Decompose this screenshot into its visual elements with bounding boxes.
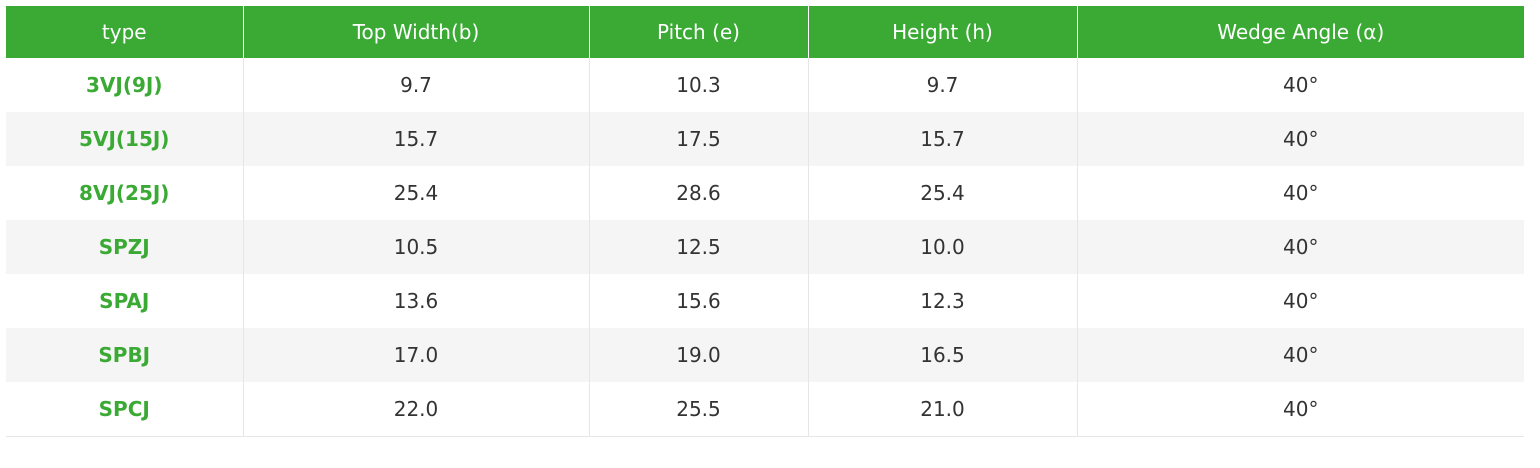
header-cell: Wedge Angle (α) (1077, 6, 1524, 58)
value-cell: 9.7 (808, 58, 1078, 112)
value-cell: 25.5 (589, 382, 809, 437)
type-cell: 8VJ(25J) (6, 166, 244, 220)
header-cell: type (6, 6, 244, 58)
value-cell: 40° (1077, 112, 1524, 166)
table-row: SPAJ 13.6 15.6 12.3 40° (6, 274, 1524, 328)
type-cell: SPBJ (6, 328, 244, 382)
type-cell: 3VJ(9J) (6, 58, 244, 112)
header-cell: Pitch (e) (589, 6, 809, 58)
value-cell: 13.6 (243, 274, 590, 328)
value-cell: 25.4 (243, 166, 590, 220)
table-row: 8VJ(25J) 25.4 28.6 25.4 40° (6, 166, 1524, 220)
value-cell: 21.0 (808, 382, 1078, 437)
value-cell: 17.0 (243, 328, 590, 382)
value-cell: 10.0 (808, 220, 1078, 274)
table-row: SPZJ 10.5 12.5 10.0 40° (6, 220, 1524, 274)
value-cell: 40° (1283, 289, 1319, 313)
table-row: 5VJ(15J) 15.7 17.5 15.7 40° (6, 112, 1524, 166)
type-cell: SPZJ (6, 220, 244, 274)
table-row: 3VJ(9J) 9.7 10.3 9.7 40° (6, 58, 1524, 112)
value-cell: 19.0 (589, 328, 809, 382)
value-cell: 17.5 (589, 112, 809, 166)
value-cell: 40° (1077, 220, 1524, 274)
type-cell: SPCJ (6, 382, 244, 437)
value-cell: 16.5 (808, 328, 1078, 382)
spec-table: type Top Width(b) Pitch (e) Height (h) Wedge… (6, 6, 1524, 437)
value-cell: 40° (1283, 181, 1319, 205)
header-cell: Height (h) (808, 6, 1078, 58)
value-cell: 40° (1283, 73, 1319, 97)
header-cell: Top Width(b) (243, 6, 590, 58)
type-cell: 5VJ(15J) (6, 112, 244, 166)
table-body: 3VJ(9J) 9.7 10.3 9.7 40° 5VJ(15J) 15.7 17.5 15.7… (6, 58, 1524, 437)
table-row: SPCJ 22.0 25.5 21.0 40° (6, 382, 1524, 437)
table-header: type Top Width(b) Pitch (e) Height (h) Wedge… (6, 6, 1524, 58)
value-cell: 40° (1077, 382, 1524, 437)
value-cell: 9.7 (243, 58, 590, 112)
value-cell: 15.7 (243, 112, 590, 166)
value-cell: 22.0 (243, 382, 590, 437)
value-cell: 12.5 (589, 220, 809, 274)
value-cell: 10.3 (589, 58, 809, 112)
value-cell: 25.4 (808, 166, 1078, 220)
value-cell: 15.7 (808, 112, 1078, 166)
value-cell: 15.6 (589, 274, 809, 328)
value-cell: 12.3 (808, 274, 1078, 328)
value-cell: 28.6 (589, 166, 809, 220)
value-cell: 10.5 (243, 220, 590, 274)
value-cell: 40° (1077, 328, 1524, 382)
header-row: type Top Width(b) Pitch (e) Height (h) Wedge… (6, 6, 1524, 58)
type-cell: SPAJ (6, 274, 244, 328)
table-row: SPBJ 17.0 19.0 16.5 40° (6, 328, 1524, 382)
